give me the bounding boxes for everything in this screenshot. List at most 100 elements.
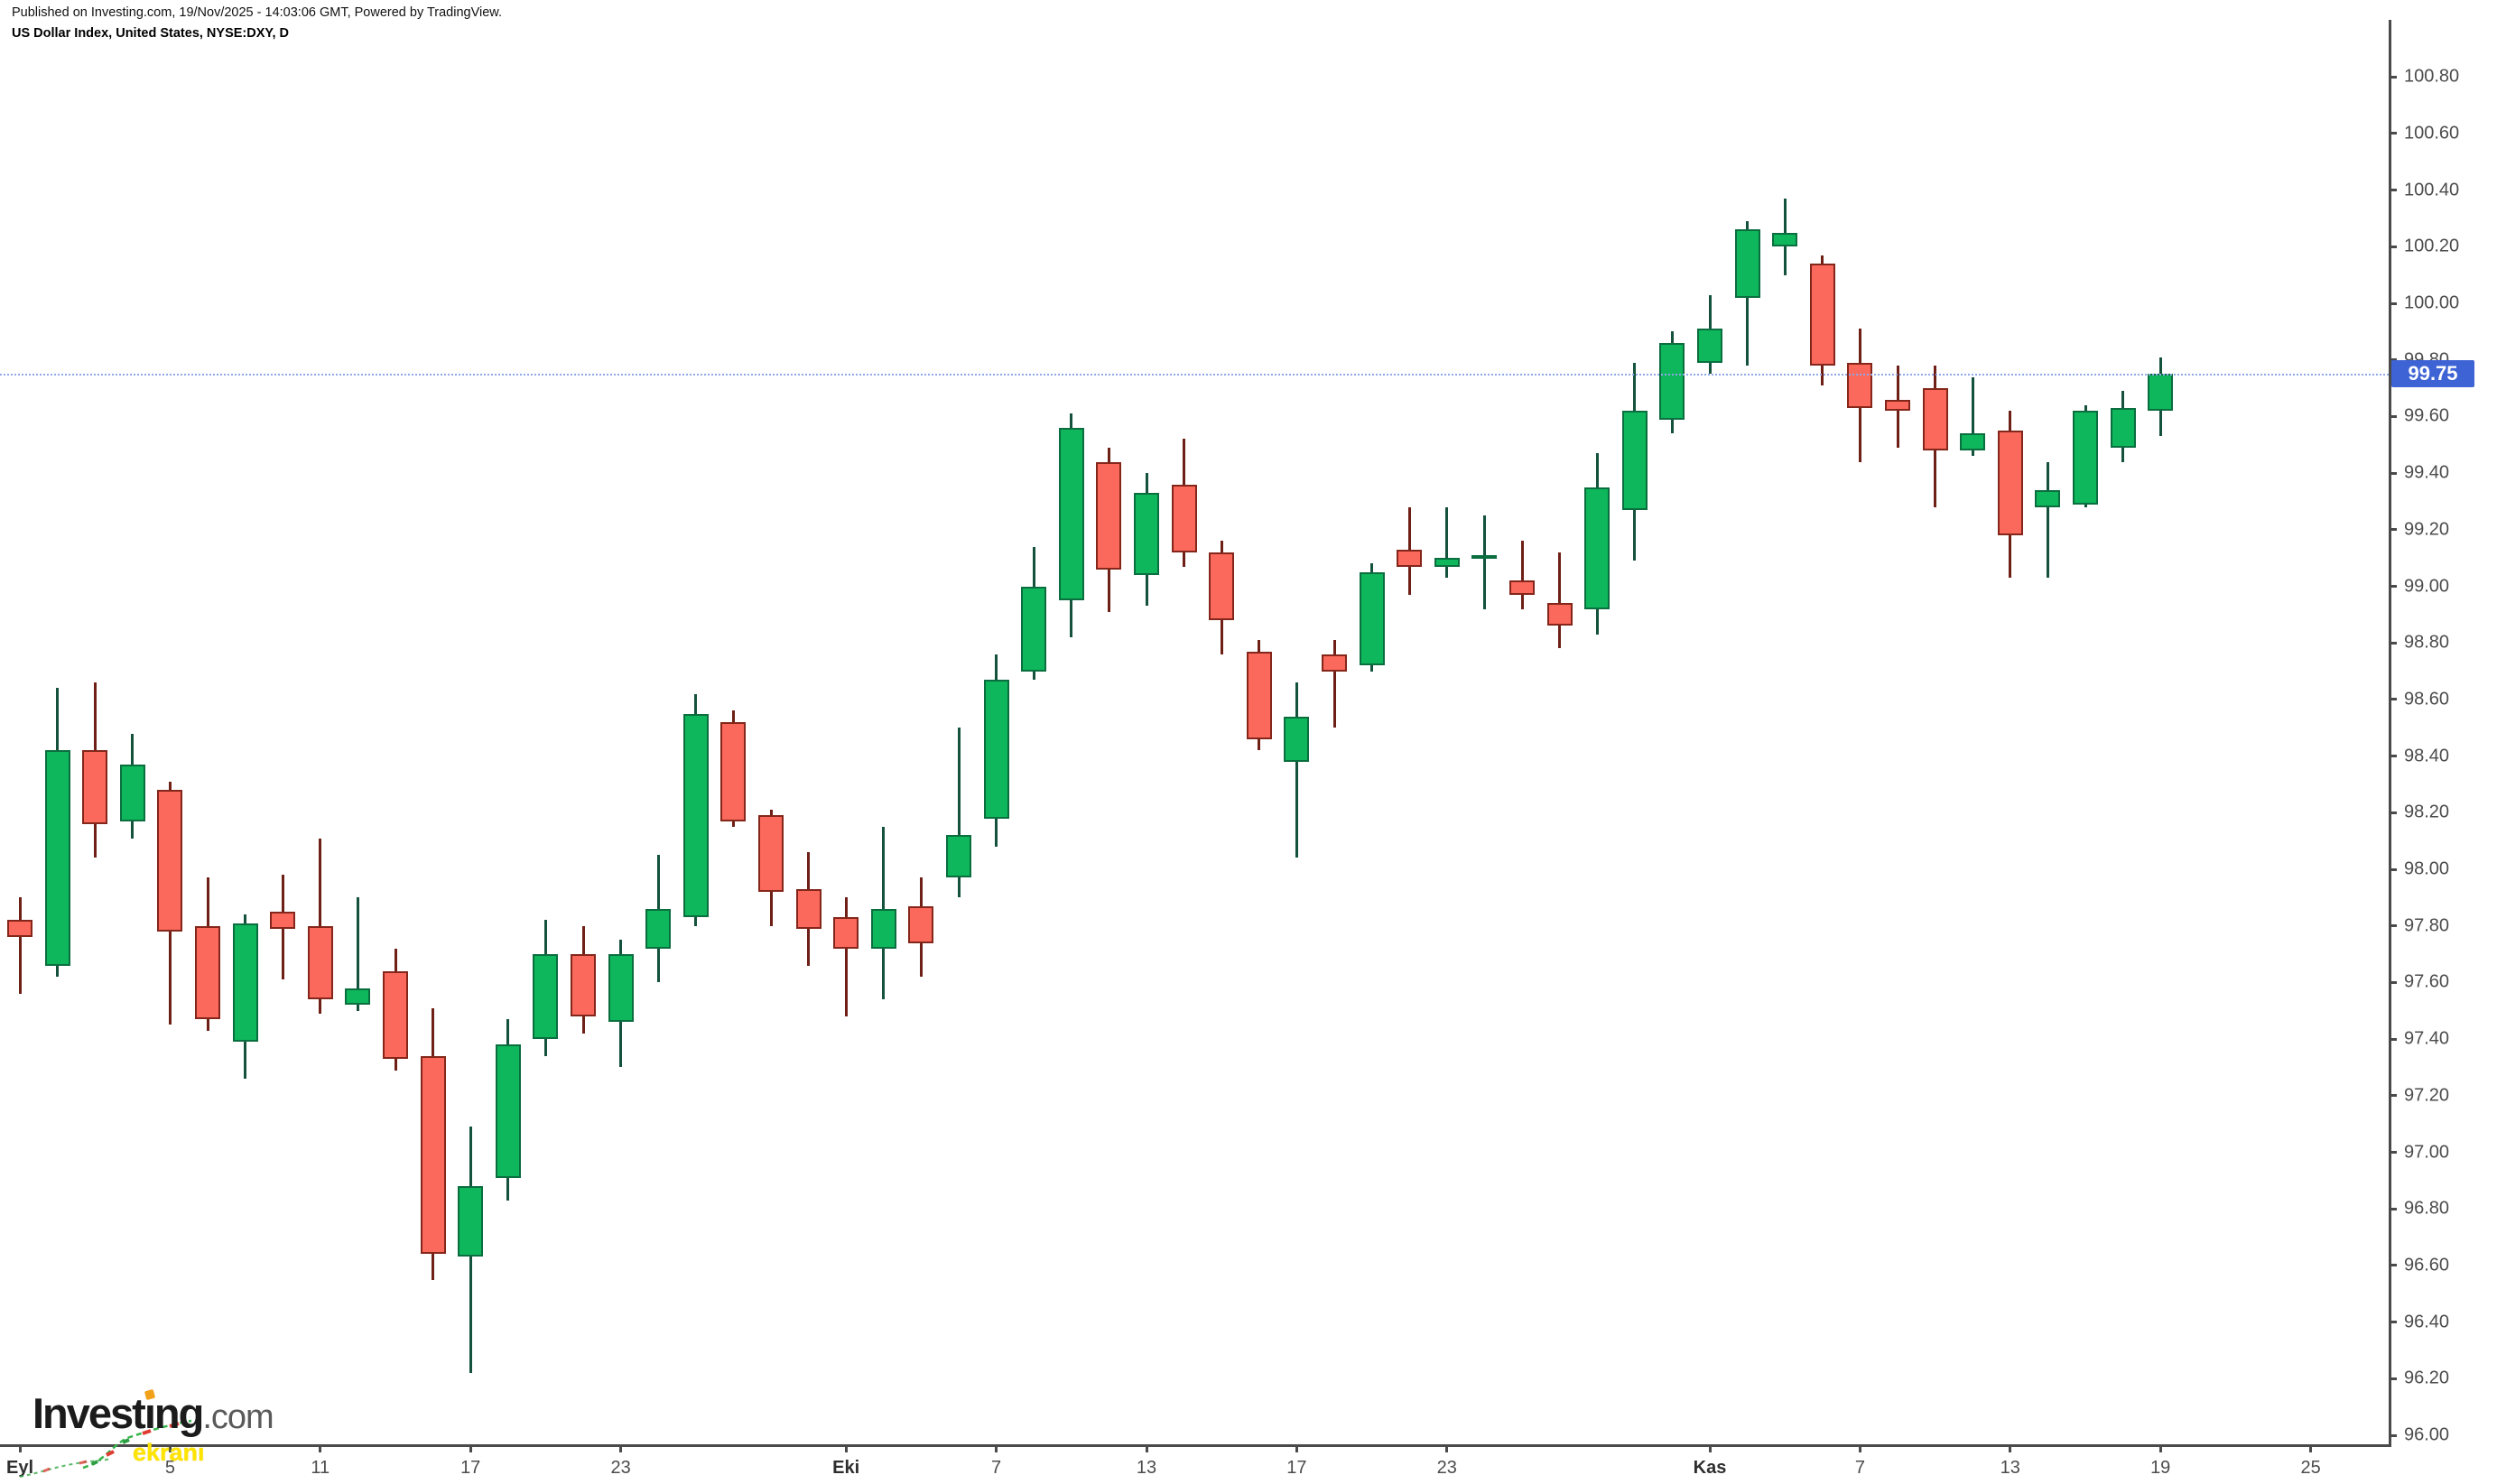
candle-2025-11-13[interactable] [1997,431,2023,536]
candle-2025-11-18[interactable] [2110,407,2136,448]
candle-2025-09-04[interactable] [119,765,145,821]
candle-2025-11-04[interactable] [1734,229,1760,298]
price-tick [2389,75,2397,79]
candle-2025-09-12[interactable] [345,988,371,1006]
candle-2025-09-22[interactable] [571,954,596,1017]
candle-2025-10-17[interactable] [1284,716,1310,762]
candle-2025-10-20[interactable] [1322,654,1347,672]
price-tick-label: 98.00 [2404,858,2450,879]
price-tick [2389,755,2397,758]
price-tick-label: 100.40 [2404,180,2460,200]
candle-2025-10-15[interactable] [1209,552,1235,621]
candle-wick [844,897,848,1016]
price-tick-label: 100.80 [2404,66,2460,87]
candle-2025-10-06[interactable] [946,835,971,878]
price-tick [2389,1433,2397,1437]
candle-2025-09-30[interactable] [795,888,822,929]
candle-2025-11-03[interactable] [1697,329,1722,363]
price-tick [2389,358,2397,362]
candle-2025-11-11[interactable] [1922,388,1948,451]
candle-2025-10-14[interactable] [1171,484,1197,552]
time-axis-line[interactable] [0,1444,2391,1447]
current-price-badge: 99.75 [2391,360,2474,388]
candle-2025-11-05[interactable] [1772,232,1798,247]
candle-2025-10-09[interactable] [1058,427,1084,601]
candle-2025-11-19[interactable] [2148,374,2174,412]
price-tick-label: 100.20 [2404,236,2460,256]
candle-2025-10-30[interactable] [1621,411,1648,510]
candle-2025-09-24[interactable] [645,908,672,949]
candle-2025-09-10[interactable] [270,912,296,929]
candle-2025-09-23[interactable] [608,954,634,1023]
price-tick [2389,1151,2397,1154]
candle-2025-10-10[interactable] [1096,461,1122,570]
time-tick-label-25: 25 [2300,1458,2321,1478]
candle-2025-10-27[interactable] [1509,580,1535,595]
price-tick [2389,189,2397,192]
price-tick [2389,132,2397,135]
price-tick-label: 97.20 [2404,1085,2450,1106]
time-tick-label-5: 5 [164,1458,175,1478]
candle-2025-10-02[interactable] [870,908,896,949]
candle-2025-10-21[interactable] [1359,571,1385,666]
price-tick-label: 99.20 [2404,519,2450,540]
candle-2025-11-17[interactable] [2073,411,2098,505]
price-tick-label: 96.20 [2404,1368,2450,1388]
candle-2025-10-24[interactable] [1471,555,1498,559]
candle-wick [957,728,961,898]
candle-2025-10-01[interactable] [833,917,859,949]
instrument-title: US Dollar Index, United States, NYSE:DXY… [12,26,289,41]
candle-2025-09-02[interactable] [44,750,70,966]
investing-com-logo[interactable]: Investıng.com [32,1388,274,1438]
candle-2025-10-07[interactable] [983,679,1009,819]
price-tick-label: 99.40 [2404,462,2450,483]
time-tick [2009,1444,2012,1452]
time-tick-label-13: 13 [1136,1458,1157,1478]
candle-2025-11-10[interactable] [1885,399,1910,412]
price-tick [2389,245,2397,248]
candle-2025-09-29[interactable] [758,815,784,893]
candle-2025-09-03[interactable] [82,750,108,824]
candle-2025-11-07[interactable] [1847,362,1873,408]
time-tick [1295,1444,1298,1452]
candle-2025-11-12[interactable] [1960,433,1986,450]
candle-2025-09-15[interactable] [383,970,408,1060]
candle-2025-09-11[interactable] [307,925,333,1000]
candle-2025-09-26[interactable] [720,721,747,821]
candle-2025-09-17[interactable] [458,1186,484,1257]
candle-2025-11-06[interactable] [1809,264,1835,366]
time-tick [619,1444,623,1452]
price-tick [2389,867,2397,871]
candle-2025-09-16[interactable] [420,1055,446,1255]
price-tick [2389,1264,2397,1267]
price-tick [2389,471,2397,475]
candle-2025-10-03[interactable] [908,905,934,943]
candle-2025-10-31[interactable] [1659,342,1685,420]
candle-2025-10-08[interactable] [1021,586,1047,672]
price-tick-label: 96.00 [2404,1424,2450,1445]
candle-2025-09-09[interactable] [232,923,258,1043]
candle-2025-09-18[interactable] [495,1044,521,1178]
candle-2025-10-22[interactable] [1397,549,1423,567]
time-tick [995,1444,998,1452]
candle-2025-09-19[interactable] [533,954,559,1040]
candle-2025-10-13[interactable] [1134,493,1159,575]
candle-wick [356,897,359,1011]
candle-2025-09-08[interactable] [195,925,220,1020]
candle-2025-09-01[interactable] [7,920,32,938]
candle-wick [1971,376,1974,457]
candle-2025-09-25[interactable] [682,713,709,918]
price-axis-line[interactable] [2389,20,2391,1446]
candle-2025-10-29[interactable] [1584,487,1611,609]
time-tick [2158,1444,2162,1452]
time-tick [1145,1444,1148,1452]
price-tick [2389,1377,2397,1380]
candle-2025-09-05[interactable] [157,790,183,932]
candle-2025-10-28[interactable] [1546,603,1573,626]
candle-2025-10-16[interactable] [1246,651,1272,739]
candle-2025-10-23[interactable] [1434,558,1460,567]
price-tick [2389,924,2397,928]
candle-2025-11-14[interactable] [2035,489,2061,507]
logo-main-text: Investıng [32,1389,204,1437]
